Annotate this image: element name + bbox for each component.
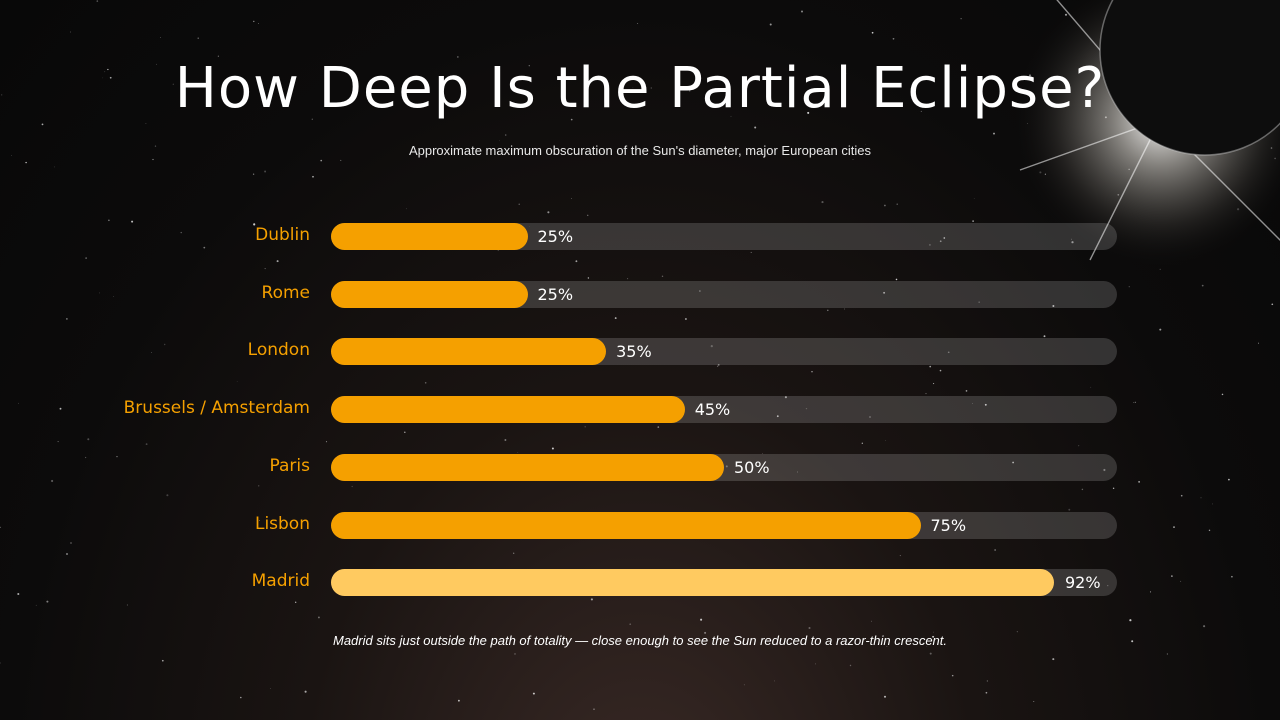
category-label: Paris xyxy=(269,455,310,476)
value-label: 92% xyxy=(1065,573,1101,593)
bar-track xyxy=(331,396,1117,424)
bar-track xyxy=(331,223,1117,250)
chart-subtitle: Approximate maximum obscuration of the S… xyxy=(408,143,872,158)
chart-footnote: Madrid sits just outside the path of tot… xyxy=(333,633,947,648)
bar xyxy=(331,569,1055,597)
bar xyxy=(331,223,528,250)
bar-track xyxy=(331,453,1117,481)
bar-row-lisbon: Lisbon 75% xyxy=(0,511,1280,539)
value-label: 50% xyxy=(734,457,770,477)
bar-row-brussels-amsterdam: Brussels / Amsterdam 45% xyxy=(0,396,1280,424)
category-label: Brussels / Amsterdam xyxy=(123,398,310,419)
bar-row-rome: Rome 25% xyxy=(0,280,1280,308)
bar xyxy=(331,396,685,424)
category-label: Lisbon xyxy=(254,513,310,534)
category-label: Dublin xyxy=(255,225,310,245)
bar-row-dublin: Dublin 25% xyxy=(0,223,1280,250)
bar-row-london: London 35% xyxy=(0,338,1280,366)
bar xyxy=(331,453,724,481)
bar-track xyxy=(331,511,1117,539)
value-label: 45% xyxy=(694,400,731,420)
bar-track xyxy=(331,280,1117,308)
value-label: 25% xyxy=(537,284,574,304)
bar-row-paris: Paris 50% xyxy=(0,453,1280,481)
bar-track xyxy=(331,569,1117,597)
eclipse-corona-decoration xyxy=(1010,0,1280,270)
value-label: 25% xyxy=(537,227,574,246)
bar-track xyxy=(331,338,1117,366)
category-label: Madrid xyxy=(251,571,310,592)
bar xyxy=(331,511,921,539)
value-label: 35% xyxy=(616,342,652,362)
category-label: London xyxy=(247,340,310,361)
value-label: 75% xyxy=(930,515,967,535)
bar xyxy=(331,338,607,366)
bar xyxy=(331,280,528,308)
bar-row-madrid: Madrid 92% xyxy=(0,569,1280,597)
category-label: Rome xyxy=(261,282,310,303)
chart-title: How Deep Is the Partial Eclipse? xyxy=(174,56,1106,121)
